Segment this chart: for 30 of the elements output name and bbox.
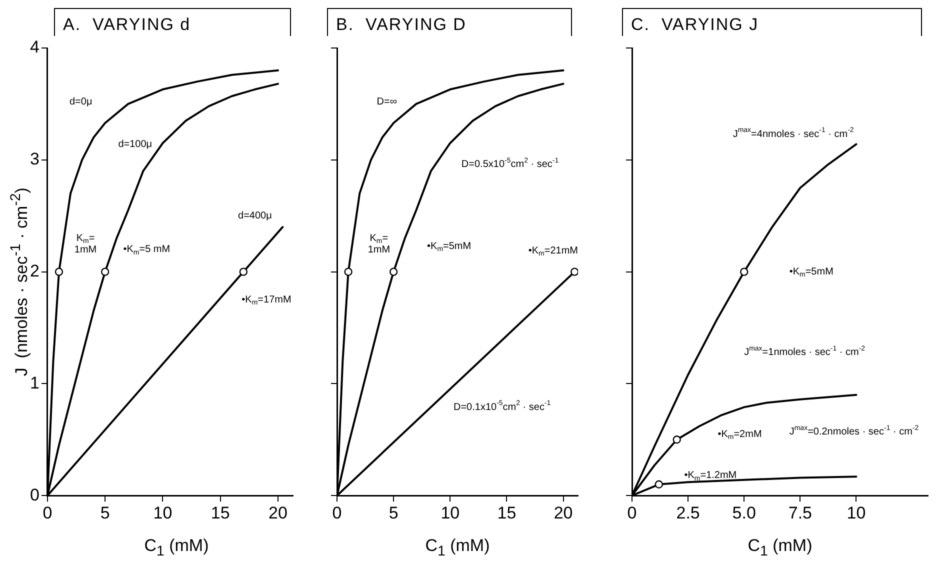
y-tick-label: 3	[30, 150, 40, 169]
x-tick-label: 15	[497, 503, 516, 522]
x-tick-label: 20	[268, 503, 288, 522]
annotation: D=∞	[376, 96, 397, 108]
x-tick-label: 0	[627, 503, 637, 522]
x-tick-label: 15	[210, 503, 230, 522]
x-axis-title: C$_{1}$ (mM)	[746, 536, 814, 560]
y-tick-label: 2	[30, 261, 40, 280]
x-tick-label: 2.5	[676, 503, 700, 522]
annotation: d=0μ	[69, 96, 92, 108]
x-tick-label: 7.5	[788, 503, 812, 522]
x-axis-title: C$_{1}$ (mM)	[424, 536, 491, 560]
y-tick-label: 1	[30, 373, 40, 392]
x-tick-label: 0	[42, 503, 52, 522]
y-tick-label: 4	[30, 38, 40, 57]
x-tick-label: 5	[100, 503, 110, 522]
x-tick-label: 5	[388, 503, 398, 522]
x-tick-label: 10	[440, 503, 460, 522]
chart-title: B. VARYING D	[327, 8, 572, 36]
annotation: d=400μ	[238, 210, 272, 222]
x-tick-label: 10	[153, 503, 172, 522]
x-tick-label: 5.0	[732, 503, 756, 522]
chart-title: A. VARYING d	[54, 8, 291, 36]
y-tick-label: 0	[30, 485, 40, 504]
x-tick-label: 20	[554, 503, 573, 522]
x-tick-label: 10	[846, 503, 866, 522]
x-tick-label: 0	[332, 503, 342, 522]
annotation: d=100μ	[118, 138, 152, 150]
x-axis-title: C$_{1}$ (mM)	[143, 536, 210, 560]
chart-title: C. VARYING J	[622, 8, 922, 36]
